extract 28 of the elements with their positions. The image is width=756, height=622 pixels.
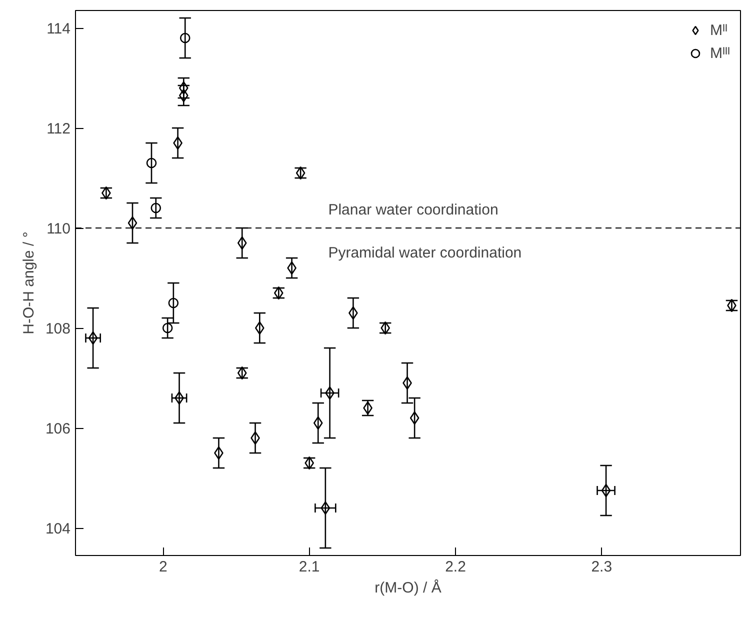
annotation: Planar water coordination <box>328 202 498 218</box>
point <box>128 216 138 230</box>
y-axis-title: H-O-H angle / ° <box>20 232 38 334</box>
x-tick-label: 2.2 <box>445 558 466 576</box>
point <box>180 32 190 44</box>
y-tick-label: 108 <box>45 320 71 338</box>
y-tick-label: 110 <box>46 220 71 238</box>
y-tick-label: 104 <box>45 520 71 538</box>
legend-label: Mᴵᴵᴵ <box>710 44 730 62</box>
point <box>320 501 330 515</box>
y-tick-label: 106 <box>45 420 71 438</box>
annotation: Pyramidal water coordination <box>328 244 522 262</box>
point <box>88 331 98 345</box>
point <box>162 322 173 334</box>
legend-label: Mᴵᴵ <box>710 22 728 38</box>
point <box>168 298 179 308</box>
y-tick-label: 112 <box>46 120 71 138</box>
x-tick-label: 2.1 <box>298 558 320 576</box>
x-tick-label: 2.3 <box>591 558 612 576</box>
point <box>237 236 247 250</box>
point <box>150 202 162 214</box>
point <box>601 484 611 498</box>
point <box>146 158 157 168</box>
x-axis-title: r(M-O) / Å <box>374 578 442 596</box>
point <box>313 416 323 430</box>
point <box>410 411 420 425</box>
y-tick-label: 114 <box>46 20 71 38</box>
x-tick-label: 2 <box>159 558 168 576</box>
